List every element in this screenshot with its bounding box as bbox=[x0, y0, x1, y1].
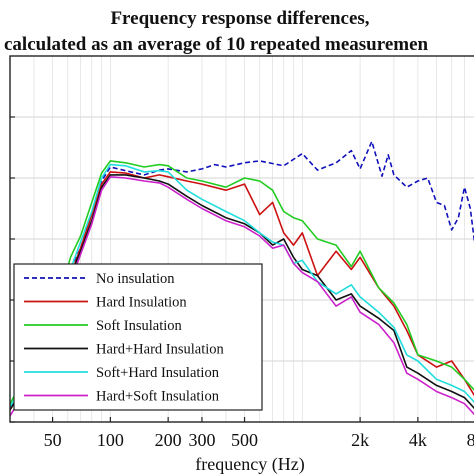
legend-box bbox=[13, 263, 263, 411]
chart-subtitle: calculated as an average of 10 repeated … bbox=[4, 34, 429, 55]
series-line-1 bbox=[9, 140, 474, 408]
x-tick-label: 500 bbox=[231, 430, 258, 450]
x-tick-label: 4k bbox=[409, 430, 427, 450]
legend-label: Hard Insulation bbox=[96, 295, 187, 311]
x-tick-label: 200 bbox=[155, 430, 182, 450]
series-line-3 bbox=[9, 160, 474, 405]
series-line-2 bbox=[9, 171, 474, 411]
legend-label: Soft+Hard Insulation bbox=[96, 365, 220, 381]
x-tick-label: 50 bbox=[44, 430, 62, 450]
series-line-4 bbox=[9, 174, 474, 411]
legend-label: Hard+Soft Insulation bbox=[96, 389, 220, 405]
plot-frame bbox=[9, 55, 474, 423]
x-tick-label: 8k bbox=[467, 430, 474, 450]
series-line-5 bbox=[9, 163, 474, 408]
legend-label: Soft Insulation bbox=[96, 318, 183, 334]
x-tick-label: 100 bbox=[97, 430, 124, 450]
series-lines bbox=[9, 140, 474, 417]
x-axis-ticks: 50 100 200 300 500 2k 4k 8k bbox=[44, 417, 474, 450]
x-tick-label: 300 bbox=[188, 430, 215, 450]
x-axis-label: frequency (Hz) bbox=[195, 454, 304, 474]
series-line-6 bbox=[9, 176, 474, 417]
x-tick-label: 2k bbox=[351, 430, 369, 450]
legend-label: Hard+Hard Insulation bbox=[96, 342, 225, 358]
chart-title: Frequency response differences, bbox=[110, 8, 369, 29]
legend-label: No insulation bbox=[96, 271, 175, 287]
legend-entries: No insulation Hard Insulation Soft Insulat… bbox=[24, 271, 225, 405]
legend: No insulation Hard Insulation Soft Insulat… bbox=[13, 263, 263, 411]
